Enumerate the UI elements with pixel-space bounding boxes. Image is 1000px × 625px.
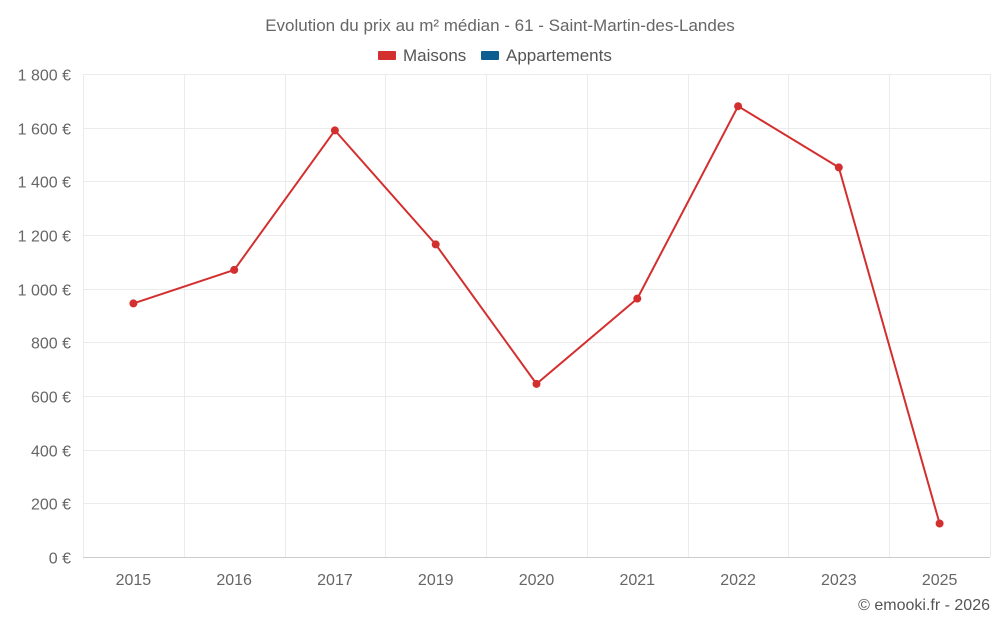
y-tick-label: 800 € (31, 336, 71, 353)
y-tick-label: 400 € (31, 444, 71, 461)
data-point-maisons-2016[interactable] (230, 265, 239, 274)
series-line-maisons (133, 105, 941, 524)
legend-label-maisons: Maisons (403, 46, 466, 65)
y-tick-label: 1 600 € (18, 122, 71, 139)
y-tick-label: 1 200 € (18, 229, 71, 246)
y-gridlines (83, 74, 990, 504)
y-tick-label: 1 800 € (18, 68, 71, 85)
data-point-maisons-2022[interactable] (734, 102, 743, 111)
data-point-maisons-2021[interactable] (633, 294, 642, 303)
legend-label-appartements: Appartements (506, 46, 612, 65)
y-tick-label: 600 € (31, 390, 71, 407)
legend-swatch-maisons (378, 51, 396, 60)
data-point-maisons-2025[interactable] (935, 519, 944, 528)
data-point-maisons-2017[interactable] (330, 126, 339, 135)
data-point-maisons-2020[interactable] (532, 379, 541, 388)
legend-item-appartements[interactable]: Appartements (481, 46, 612, 65)
legend-item-maisons[interactable]: Maisons (378, 46, 466, 65)
data-point-maisons-2023[interactable] (834, 163, 843, 172)
x-tick-label: 2019 (418, 572, 454, 589)
x-tick-label: 2023 (821, 572, 857, 589)
chart-title: Evolution du prix au m² médian - 61 - Sa… (265, 16, 735, 35)
x-tick-label: 2015 (116, 572, 152, 589)
x-gridlines (83, 74, 991, 557)
x-tick-label: 2020 (519, 572, 555, 589)
y-tick-label: 1 000 € (18, 283, 71, 300)
series-maisons (129, 102, 944, 528)
x-tick-label: 2022 (720, 572, 756, 589)
y-tick-label: 1 400 € (18, 175, 71, 192)
legend-swatch-appartements (481, 51, 499, 60)
y-tick-label: 0 € (49, 551, 71, 568)
x-tick-label: 2017 (317, 572, 353, 589)
data-point-maisons-2015[interactable] (129, 299, 138, 308)
x-axis-labels: 2015 2016 2017 2019 2020 2021 2022 2023 2025 (116, 572, 958, 589)
x-tick-label: 2025 (922, 572, 958, 589)
x-tick-label: 2021 (619, 572, 655, 589)
legend: Maisons Appartements (378, 46, 612, 65)
y-tick-label: 200 € (31, 497, 71, 514)
y-axis-labels: 0 € 200 € 400 € 600 € 800 € 1 000 € 1 200 € 1 4… (18, 68, 71, 568)
data-point-maisons-2019[interactable] (431, 240, 440, 249)
credit-text: © emooki.fr - 2026 (858, 597, 990, 614)
x-tick-label: 2016 (216, 572, 252, 589)
